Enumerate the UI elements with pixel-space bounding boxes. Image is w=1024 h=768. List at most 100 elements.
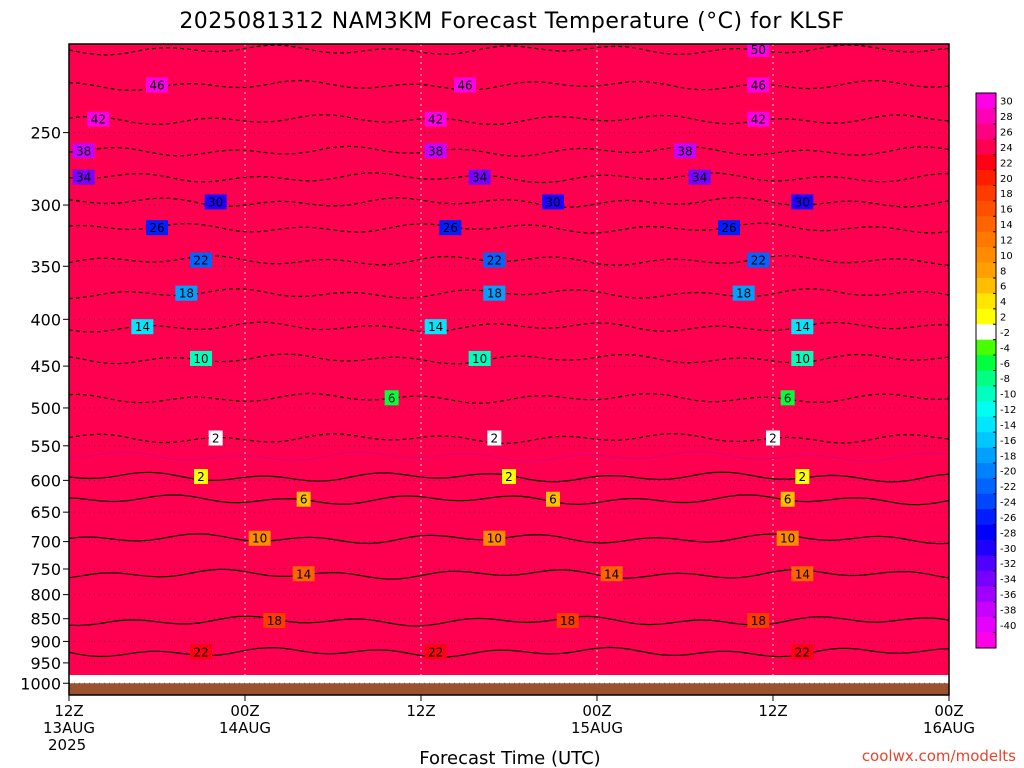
colorbar-label: -30 xyxy=(1000,544,1016,555)
colorbar-swatch xyxy=(976,154,996,171)
contour-label-bg xyxy=(546,491,560,507)
ground-surface xyxy=(69,683,949,695)
contour-label-bg xyxy=(780,390,795,406)
contour-label-bg xyxy=(175,285,198,301)
contour-label-bg xyxy=(747,77,770,93)
y-tick-label: 900 xyxy=(30,632,61,651)
contour-label-bg xyxy=(248,530,271,546)
colorbar-swatch xyxy=(976,385,996,402)
contour-label-bg xyxy=(87,111,110,127)
contour-label: 38 xyxy=(677,144,692,158)
contour-label-bg xyxy=(190,350,212,366)
contour-line xyxy=(69,533,949,545)
contour-label-bg xyxy=(776,530,799,546)
contour-label: 18 xyxy=(736,287,751,301)
colorbar-swatch xyxy=(976,170,996,186)
contour-line xyxy=(69,114,949,126)
y-tick-label: 600 xyxy=(30,471,61,490)
x-tick-label: 13AUG xyxy=(43,719,95,737)
x-tick-label: 12Z xyxy=(758,702,787,720)
colorbar-label: 12 xyxy=(1000,235,1013,246)
colorbar-label: -8 xyxy=(1000,374,1010,385)
colorbar: 30 28 26 24 22 20 18 16 14 12 10 8 6 4 2 -2 -4 -6 -8 -10 -12… xyxy=(975,92,1016,649)
contour-label: 14 xyxy=(795,567,810,581)
contour-label-bg xyxy=(190,252,212,268)
colorbar-swatch xyxy=(976,308,996,325)
contour-line xyxy=(69,494,949,506)
contour-label: 42 xyxy=(751,113,766,127)
colorbar-swatch xyxy=(976,463,996,479)
colorbar-swatch xyxy=(976,93,996,109)
colorbar-swatch xyxy=(976,524,996,541)
contour-label-bg xyxy=(454,77,476,93)
colorbar-label: 22 xyxy=(1000,158,1013,169)
colorbar-label: 18 xyxy=(1000,189,1013,200)
colorbar-label: 30 xyxy=(1000,97,1013,108)
contour-label-bg xyxy=(296,491,311,507)
contour-label: 6 xyxy=(388,391,396,405)
colorbar-label: 26 xyxy=(1000,128,1013,139)
contour-label-bg xyxy=(468,350,491,366)
contour-label-bg xyxy=(791,319,814,335)
contour-label: 38 xyxy=(428,144,443,158)
contour-label-bg xyxy=(146,220,168,236)
colorbar-label: -18 xyxy=(1000,451,1016,462)
colorbar-swatch xyxy=(976,416,996,433)
contour-label: 2 xyxy=(799,470,807,484)
x-tick-label: 2025 xyxy=(48,736,86,754)
contour-label-bg xyxy=(542,194,564,210)
contour-label: 46 xyxy=(751,78,766,92)
colorbar-swatch xyxy=(976,432,996,448)
contour-label: 14 xyxy=(604,567,619,581)
y-tick-label: 400 xyxy=(30,310,61,329)
colorbar-label: -34 xyxy=(1000,575,1016,586)
y-tick-label: 300 xyxy=(30,196,61,215)
colorbar-label: -22 xyxy=(1000,482,1016,493)
contour-label: 6 xyxy=(784,391,792,405)
contour-line xyxy=(69,288,949,300)
colorbar-swatch xyxy=(976,478,996,495)
credit-link[interactable]: coolwx.com/modelts xyxy=(862,747,1016,765)
y-axis: 250 300 350 400 450 500 550 600 650 700 750 800 850 9… xyxy=(20,124,69,693)
contour-label: 6 xyxy=(549,493,557,507)
colorbar-swatch xyxy=(976,262,996,279)
contour-line xyxy=(69,450,949,463)
contour-label: 14 xyxy=(296,567,311,581)
colorbar-swatch xyxy=(976,231,996,248)
contour-line xyxy=(69,79,949,92)
contour-label: 6 xyxy=(784,493,792,507)
colorbar-swatch xyxy=(976,216,996,233)
colorbar-swatch xyxy=(976,108,996,125)
contour-label: 30 xyxy=(795,195,810,209)
y-tick-label: 800 xyxy=(30,586,61,605)
contour-label: 18 xyxy=(179,287,194,301)
colorbar-label: 8 xyxy=(1000,266,1006,277)
x-tick-label: 00Z xyxy=(934,702,963,720)
contour-label-bg xyxy=(468,169,491,185)
colorbar-label: 20 xyxy=(1000,174,1013,185)
contour-label-bg xyxy=(72,169,95,185)
colorbar-swatch xyxy=(976,324,996,340)
contour-line xyxy=(69,254,949,266)
contour-label: 18 xyxy=(267,614,282,628)
contour-label-bg xyxy=(600,566,623,582)
contour-label-bg xyxy=(483,285,506,301)
y-tick-label: 650 xyxy=(30,503,61,522)
colorbar-swatch xyxy=(976,570,996,587)
colorbar-label: -2 xyxy=(1000,328,1010,339)
contour-label-bg xyxy=(487,430,502,446)
colorbar-swatch xyxy=(976,617,996,633)
contour-label-bg xyxy=(556,613,579,629)
colorbar-label: 16 xyxy=(1000,205,1013,216)
colorbar-label: -4 xyxy=(1000,343,1010,354)
contour-label-bg xyxy=(424,644,447,660)
colorbar-label: 28 xyxy=(1000,112,1013,123)
contour-label: 26 xyxy=(721,221,736,235)
contour-label: 18 xyxy=(560,614,575,628)
y-tick-label: 450 xyxy=(30,357,61,376)
contour-label: 42 xyxy=(91,113,106,127)
colorbar-label: 4 xyxy=(1000,297,1006,308)
contour-label: 38 xyxy=(76,144,91,158)
contour-label: 50 xyxy=(751,43,766,57)
